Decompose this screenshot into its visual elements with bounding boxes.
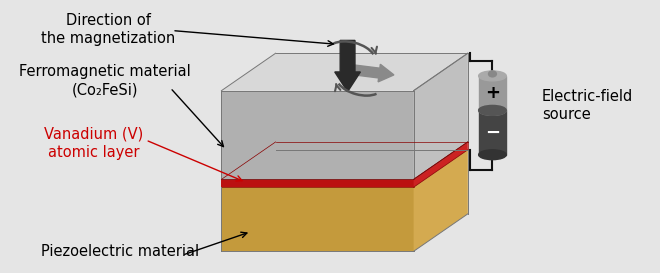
Ellipse shape (488, 71, 496, 77)
Polygon shape (414, 53, 468, 179)
Text: +: + (485, 84, 500, 102)
Ellipse shape (478, 150, 506, 160)
FancyBboxPatch shape (478, 76, 506, 110)
Polygon shape (221, 53, 468, 91)
Polygon shape (221, 142, 468, 179)
Polygon shape (414, 142, 468, 187)
Polygon shape (414, 150, 468, 251)
Text: Ferromagnetic material
(Co₂FeSi): Ferromagnetic material (Co₂FeSi) (19, 64, 191, 98)
FancyArrow shape (354, 64, 394, 82)
Text: Direction of
the magnetization: Direction of the magnetization (41, 13, 175, 46)
Ellipse shape (478, 105, 506, 115)
Polygon shape (221, 187, 414, 251)
Text: Piezoelectric material: Piezoelectric material (41, 244, 199, 259)
Polygon shape (221, 91, 414, 179)
Polygon shape (221, 150, 468, 187)
Ellipse shape (478, 105, 506, 115)
FancyArrow shape (335, 40, 360, 92)
Text: Electric-field
source: Electric-field source (542, 89, 633, 122)
Text: −: − (485, 124, 500, 142)
Ellipse shape (478, 71, 506, 81)
Text: Vanadium (V)
atomic layer: Vanadium (V) atomic layer (44, 126, 143, 160)
Polygon shape (221, 179, 414, 187)
FancyBboxPatch shape (478, 110, 506, 155)
